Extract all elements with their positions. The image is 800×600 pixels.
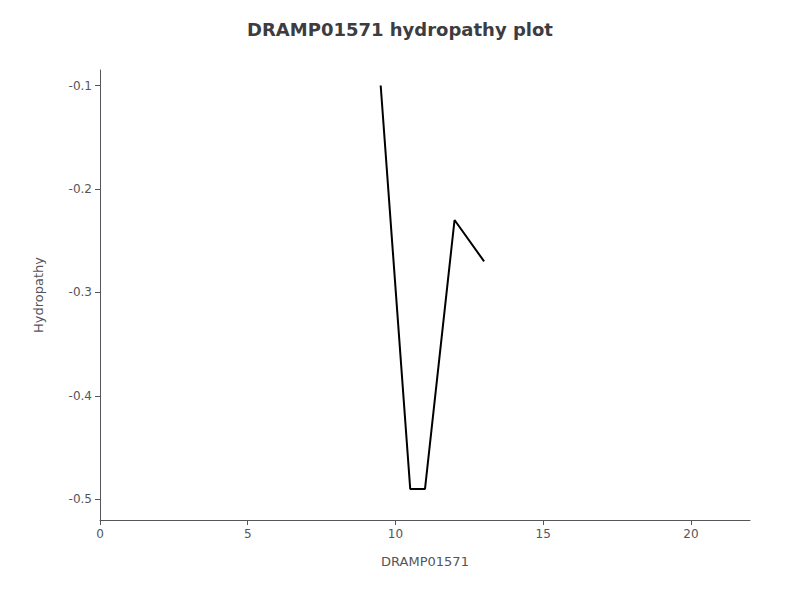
svg-text:0: 0 [96, 527, 104, 541]
svg-text:-0.3: -0.3 [69, 285, 92, 299]
svg-text:-0.5: -0.5 [69, 492, 92, 506]
svg-text:15: 15 [536, 527, 551, 541]
svg-text:-0.2: -0.2 [69, 182, 92, 196]
svg-text:5: 5 [244, 527, 252, 541]
svg-text:-0.1: -0.1 [69, 79, 92, 93]
svg-text:Hydropathy: Hydropathy [31, 257, 46, 333]
svg-text:20: 20 [683, 527, 698, 541]
svg-text:DRAMP01571 hydropathy plot: DRAMP01571 hydropathy plot [247, 19, 553, 40]
svg-text:10: 10 [388, 527, 403, 541]
svg-text:DRAMP01571: DRAMP01571 [381, 554, 469, 569]
svg-text:-0.4: -0.4 [69, 389, 92, 403]
